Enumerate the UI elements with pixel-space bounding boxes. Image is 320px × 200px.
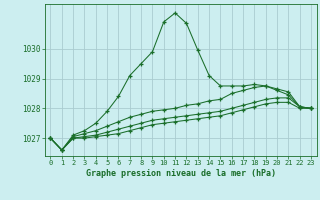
X-axis label: Graphe pression niveau de la mer (hPa): Graphe pression niveau de la mer (hPa) bbox=[86, 169, 276, 178]
